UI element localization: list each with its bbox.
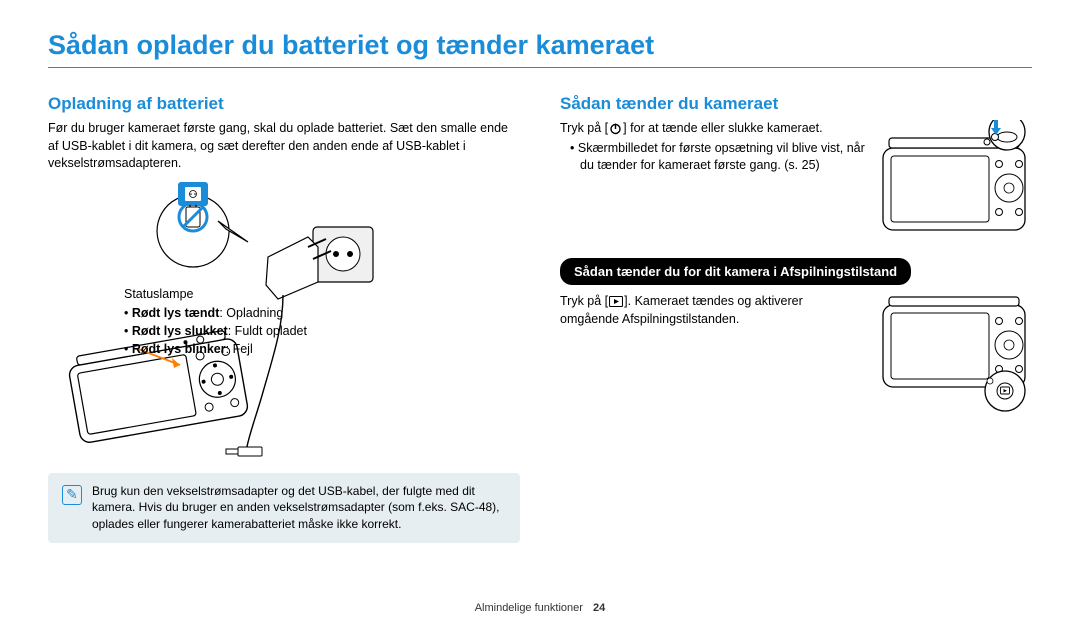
page-footer: Almindelige funktioner 24: [0, 602, 1080, 614]
playback-mode-heading: Sådan tænder du for dit kamera i Afspiln…: [560, 258, 911, 285]
power-icon: [609, 122, 622, 135]
charging-illustration: Statuslampe Rødt lys tændt: Opladning Rø…: [48, 177, 498, 467]
charging-intro: Før du bruger kameraet første gang, skal…: [48, 120, 520, 173]
playback-icon: [609, 296, 623, 307]
note-box: ✎ Brug kun den vekselstrømsadapter og de…: [48, 473, 520, 543]
status-item: Rødt lys slukket: Fuldt opladet: [124, 322, 307, 340]
charging-heading: Opladning af batteriet: [48, 94, 520, 114]
status-item: Rødt lys tændt: Opladning: [124, 304, 307, 322]
playback-instruction: Tryk på []. Kameraet tændes og aktiverer…: [560, 293, 865, 328]
power-bullet: Skærmbilledet for første opsætning vil b…: [560, 140, 865, 175]
status-item: Rødt lys blinker: Fejl: [124, 340, 307, 358]
note-icon: ✎: [62, 485, 82, 505]
power-instruction: Tryk på [] for at tænde eller slukke kam…: [560, 120, 865, 138]
power-heading: Sådan tænder du kameraet: [560, 94, 1032, 114]
camera-top-view-illustration: [877, 120, 1032, 230]
camera-back-view-illustration: [877, 293, 1032, 403]
note-text: Brug kun den vekselstrømsadapter og det …: [92, 483, 506, 533]
page-title: Sådan oplader du batteriet og tænder kam…: [48, 30, 1032, 68]
status-lamp-label: Statuslampe: [124, 285, 307, 303]
